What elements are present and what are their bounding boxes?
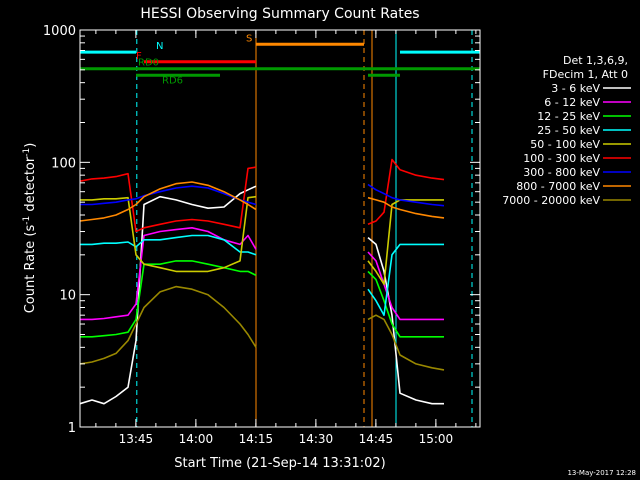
series-line-7 xyxy=(79,181,445,222)
series-line-4 xyxy=(80,195,444,285)
legend-header-2: FDecim 1, Att 0 xyxy=(543,68,628,81)
y-tick-label-2: 100 xyxy=(51,156,76,171)
flag-label-3: RD0 xyxy=(138,58,159,69)
x-tick-label-1: 14:00 xyxy=(179,432,214,446)
footer-date: 13-May-2017 12:28 xyxy=(567,469,636,477)
legend-label-2: 12 - 25 keV xyxy=(537,110,600,123)
flag-label-0: N xyxy=(156,41,163,52)
flag-label-2: F xyxy=(136,51,142,62)
series-line-3 xyxy=(80,234,444,316)
legend-label-8: 7000 - 20000 keV xyxy=(502,194,600,207)
series-line-1 xyxy=(80,227,444,321)
plot-frame xyxy=(79,29,481,428)
series-line-5 xyxy=(79,158,445,233)
legend-label-6: 300 - 800 keV xyxy=(523,166,600,179)
x-tick-label-2: 14:15 xyxy=(239,432,274,446)
series-line-2 xyxy=(80,260,444,338)
legend-label-7: 800 - 7000 keV xyxy=(516,180,600,193)
flag-label-1: S xyxy=(246,33,252,44)
legend-label-4: 50 - 100 keV xyxy=(530,138,600,151)
x-tick-label-3: 14:30 xyxy=(299,432,334,446)
legend-label-3: 25 - 50 keV xyxy=(537,124,600,137)
chart-title: HESSI Observing Summary Count Rates xyxy=(140,6,419,22)
legend-header-1: Det 1,3,6,9, xyxy=(563,54,628,67)
series-layer xyxy=(79,158,445,405)
y-axis-ticks: 1 10 100 1000 xyxy=(43,24,480,436)
x-axis-label: Start Time (21-Sep-14 13:31:02) xyxy=(174,456,385,471)
y-tick-label-0: 1 xyxy=(68,421,76,436)
legend-label-5: 100 - 300 keV xyxy=(523,152,600,165)
y-tick-label-3: 1000 xyxy=(43,24,76,39)
y-axis-label: Count Rate (s-1 detector-1) xyxy=(22,143,38,314)
legend-label-1: 6 - 12 keV xyxy=(544,96,600,109)
flag-label-4: RD6 xyxy=(162,75,183,86)
y-tick-label-1: 10 xyxy=(59,289,76,304)
x-axis-ticks: 13:45 14:00 14:15 14:30 14:45 15:00 xyxy=(95,30,477,446)
legend: Det 1,3,6,9, FDecim 1, Att 0 3 - 6 keV6 … xyxy=(502,54,631,207)
series-line-8 xyxy=(79,285,445,371)
x-tick-label-0: 13:45 xyxy=(119,432,154,446)
x-tick-label-4: 14:45 xyxy=(359,432,394,446)
x-tick-label-5: 15:00 xyxy=(419,432,454,446)
legend-label-0: 3 - 6 keV xyxy=(551,82,600,95)
